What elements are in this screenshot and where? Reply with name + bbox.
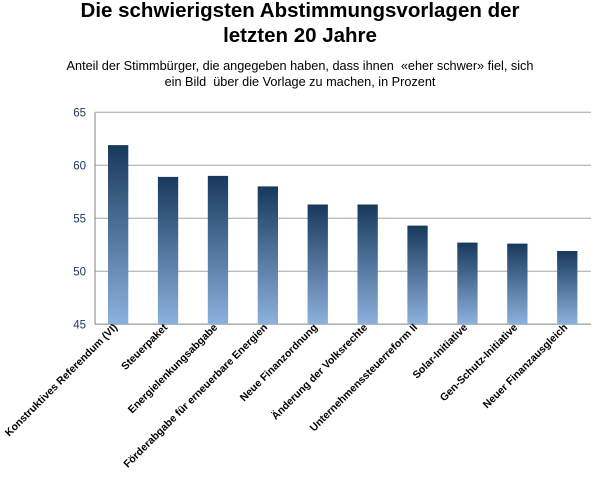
svg-text:Energielenkungsabgabe: Energielenkungsabgabe — [126, 322, 220, 416]
svg-text:Konstruktives Referendum (VI): Konstruktives Referendum (VI) — [3, 322, 120, 439]
svg-text:Änderung der Volksrechte: Änderung der Volksrechte — [269, 321, 371, 423]
svg-text:60: 60 — [73, 161, 86, 173]
svg-text:50: 50 — [73, 267, 86, 279]
svg-text:65: 65 — [73, 108, 86, 120]
svg-text:45: 45 — [73, 320, 86, 332]
svg-text:55: 55 — [73, 214, 86, 226]
svg-text:Unternehmenssteuerreform II: Unternehmenssteuerreform II — [308, 322, 421, 435]
svg-text:Neuer Finanzausgleich: Neuer Finanzausgleich — [481, 322, 570, 411]
svg-text:Steuerpaket: Steuerpaket — [119, 321, 170, 372]
